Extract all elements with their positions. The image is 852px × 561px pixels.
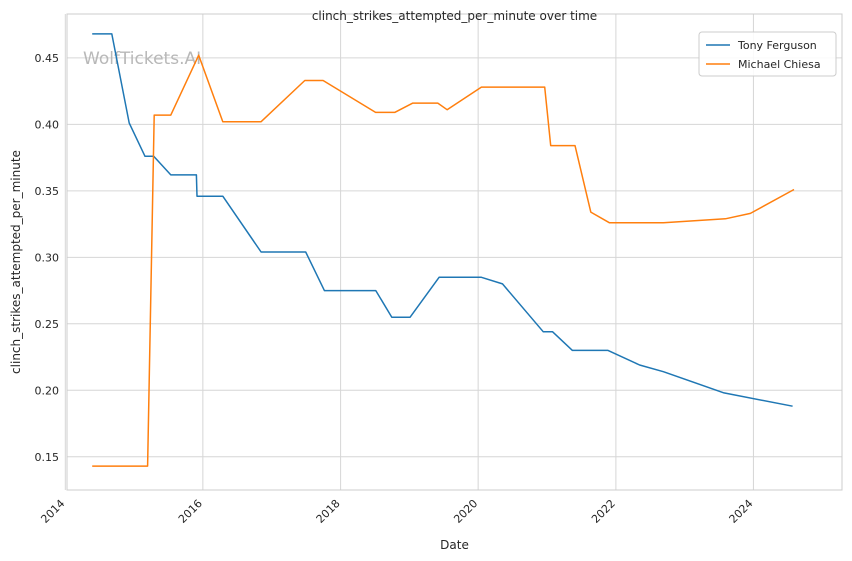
legend: Tony Ferguson Michael Chiesa [698, 31, 837, 77]
grid [64, 14, 842, 490]
x-axis-title: Date [440, 538, 469, 552]
x-tick-label: 2014 [38, 497, 67, 526]
x-tick-label: 2018 [314, 497, 343, 526]
x-tick-label: 2024 [727, 497, 756, 526]
y-tick-label: 0.20 [35, 384, 60, 397]
y-tick-label: 0.40 [35, 118, 60, 131]
y-tick-label: 0.45 [35, 52, 60, 65]
y-axis-title: clinch_strikes_attempted_per_minute [9, 150, 23, 374]
plot-frame [66, 13, 843, 491]
x-tick-label: 2016 [176, 497, 205, 526]
x-tick-labels: 2014 2016 2018 2020 2022 2024 [38, 497, 755, 526]
x-tick-label: 2020 [451, 497, 480, 526]
x-tick-label: 2022 [589, 497, 618, 526]
y-tick-labels: 0.15 0.20 0.25 0.30 0.35 0.40 0.45 [35, 52, 60, 464]
legend-label-tony-ferguson: Tony Ferguson [737, 39, 817, 52]
chart-title: clinch_strikes_attempted_per_minute over… [312, 9, 597, 23]
watermark: WolfTickets.AI [83, 49, 201, 69]
legend-label-michael-chiesa: Michael Chiesa [738, 58, 821, 71]
legend-box [698, 31, 837, 77]
y-tick-label: 0.15 [35, 451, 60, 464]
y-tick-label: 0.30 [35, 251, 60, 264]
y-tick-label: 0.25 [35, 318, 60, 331]
series-line-michael-chiesa [92, 54, 795, 467]
series-lines [92, 33, 795, 467]
series-line-tony-ferguson [92, 33, 793, 407]
y-tick-label: 0.35 [35, 185, 60, 198]
